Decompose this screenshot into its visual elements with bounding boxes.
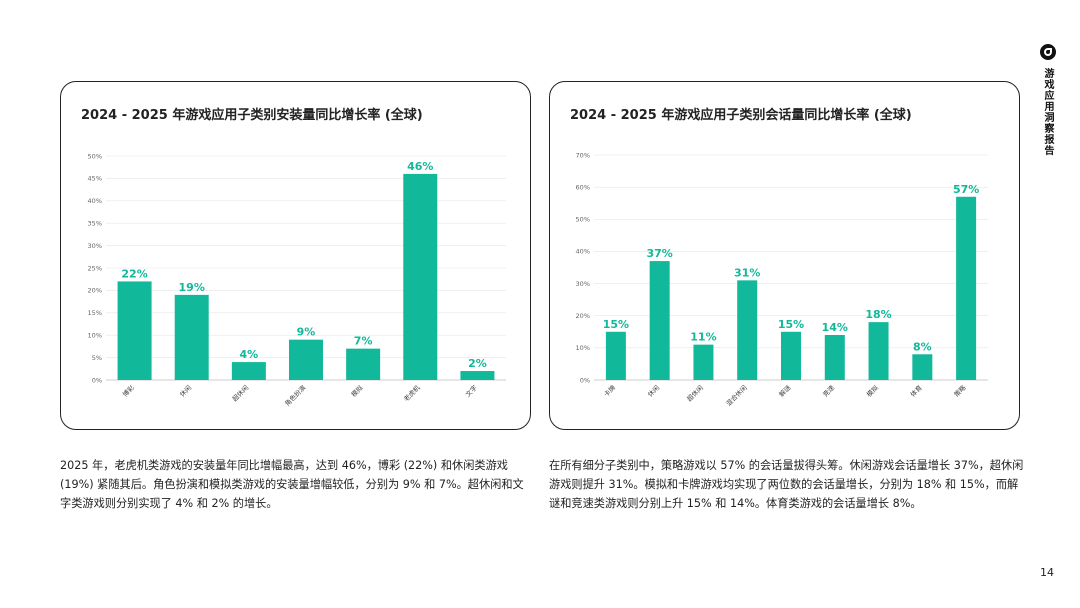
session-chart-bar (868, 322, 889, 380)
session-chart-title: 2024 - 2025 年游戏应用子类别会话量同比增长率 (全球) (570, 108, 912, 123)
session-chart-category-label: 解谜 (777, 383, 793, 399)
session-chart-category-label: 休闲 (646, 383, 662, 399)
install-chart-bar (174, 294, 209, 380)
install-chart-data-label: 46% (407, 160, 433, 173)
session-chart-bar (956, 196, 977, 380)
session-growth-chart-card: 2024 - 2025 年游戏应用子类别会话量同比增长率 (全球) 0% 10% 2… (549, 81, 1020, 430)
install-chart-category-label: 老虎机 (402, 383, 423, 404)
install-chart-bar (117, 281, 152, 380)
install-chart-bar (403, 173, 438, 380)
install-chart-ytick-label: 25% (88, 264, 102, 272)
install-growth-chart-card: 2024 - 2025 年游戏应用子类别安装量同比增长率 (全球) 0% 5% 10… (60, 81, 531, 430)
session-chart-data-label: 8% (913, 340, 932, 353)
install-chart-ytick-label: 20% (88, 287, 102, 295)
session-chart-data-label: 15% (603, 318, 629, 331)
install-chart-category-label: 模拟 (349, 383, 365, 399)
session-chart-category-label: 混合休闲 (724, 383, 749, 408)
session-chart-data-label: 15% (778, 318, 804, 331)
install-chart-data-label: 9% (297, 326, 316, 339)
install-chart-category-label: 超休闲 (230, 383, 250, 403)
session-chart-ytick-label: 30% (576, 280, 590, 288)
install-chart-ytick-label: 50% (88, 152, 102, 160)
session-chart-data-label: 11% (690, 331, 716, 344)
session-chart-category-label: 超休闲 (685, 383, 705, 403)
session-chart-bar (693, 344, 714, 380)
session-chart-ytick-label: 50% (576, 216, 590, 224)
page-number: 14 (1040, 566, 1054, 579)
session-chart-data-label: 31% (734, 266, 760, 279)
install-chart-ytick-label: 0% (92, 376, 102, 384)
session-chart-category-label: 竞速 (821, 383, 837, 399)
install-chart-ytick-label: 15% (88, 309, 102, 317)
session-chart-ytick-label: 20% (576, 312, 590, 320)
install-chart-bar (231, 362, 266, 380)
session-chart-bar (912, 354, 933, 380)
install-chart-category-label: 角色扮演 (283, 383, 308, 408)
install-chart-category-label: 休闲 (178, 383, 194, 399)
install-chart-ytick-label: 30% (88, 242, 102, 250)
session-chart-data-label: 57% (953, 183, 979, 196)
session-chart-ytick-label: 40% (576, 248, 590, 256)
session-chart-bar (605, 331, 626, 380)
install-chart-ytick-label: 5% (92, 354, 102, 362)
install-chart-ytick-label: 10% (88, 332, 102, 340)
session-chart-data-label: 18% (865, 308, 891, 321)
session-chart-ytick-label: 60% (576, 183, 590, 191)
session-chart-bar (737, 280, 758, 380)
session-chart-category-label: 模拟 (864, 383, 880, 399)
install-chart-bar (460, 371, 495, 380)
session-chart-ytick-label: 10% (576, 344, 590, 352)
session-chart-category-label: 卡牌 (602, 383, 618, 399)
session-chart-bar (824, 335, 845, 380)
session-chart-ytick-label: 0% (580, 376, 590, 384)
install-chart-ytick-label: 40% (88, 197, 102, 205)
install-chart-data-label: 22% (121, 267, 147, 280)
install-chart-bar (346, 348, 381, 380)
session-chart-data-label: 14% (822, 321, 848, 334)
install-chart-bar (289, 339, 323, 380)
install-chart-title: 2024 - 2025 年游戏应用子类别安装量同比增长率 (全球) (81, 108, 423, 123)
install-chart-description: 2025 年，老虎机类游戏的安装量年同比增幅最高，达到 46%，博彩 (22%)… (60, 459, 524, 510)
brand-logo-icon (1040, 44, 1056, 60)
install-chart-data-label: 7% (354, 335, 373, 348)
session-chart-description: 在所有细分子类别中，策略游戏以 57% 的会话量拔得头筹。休闲游戏会话量增长 3… (549, 459, 1024, 510)
install-chart-data-label: 4% (240, 348, 259, 361)
session-chart-data-label: 37% (646, 247, 672, 260)
session-chart-category-label: 策略 (952, 383, 968, 399)
session-growth-bar-chart: 0% 10% 20% 30% 40% 50% 60% 70% 15% 卡牌 37% 休闲 11% 超休闲 3… (576, 151, 988, 408)
install-chart-data-label: 19% (179, 281, 205, 294)
install-chart-ytick-label: 45% (88, 175, 102, 183)
install-chart-ytick-label: 35% (88, 220, 102, 228)
session-chart-ytick-label: 70% (576, 151, 590, 159)
session-chart-category-label: 体育 (908, 383, 924, 399)
session-chart-bar (781, 331, 801, 380)
session-chart-bar (649, 261, 670, 380)
install-chart-category-label: 博彩 (120, 383, 136, 399)
install-growth-bar-chart: 0% 5% 10% 15% 20% 25% 30% 35% 40% 45% 50% 22% 博彩 19% 休… (88, 152, 506, 408)
install-chart-data-label: 2% (468, 357, 487, 370)
report-title: 游戏应用洞察报告 (1042, 68, 1053, 156)
install-chart-category-label: 文字 (463, 383, 479, 399)
